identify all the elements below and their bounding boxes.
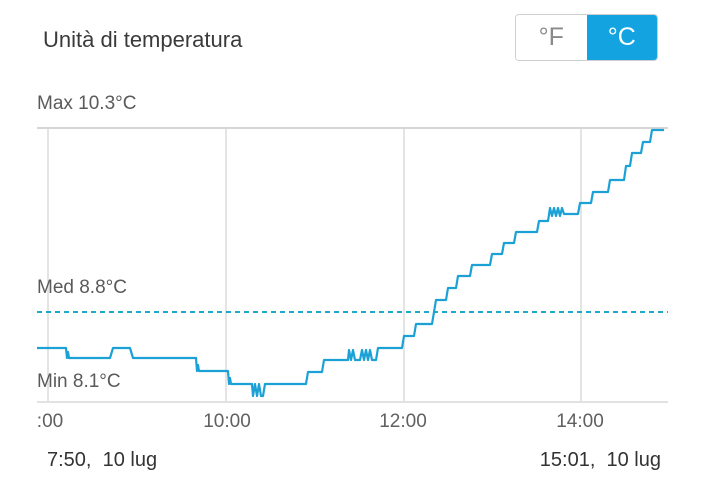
page-title: Unità di temperatura <box>43 27 243 52</box>
x-tick-12: 12:00 <box>379 411 427 432</box>
x-tick-14: 14:00 <box>556 411 604 432</box>
temperature-line <box>37 128 664 398</box>
fahrenheit-button[interactable]: °F <box>516 15 587 60</box>
max-label: Max 10.3°C <box>37 93 137 114</box>
grid-lines <box>47 128 582 402</box>
min-label: Min 8.1°C <box>37 371 121 392</box>
celsius-button[interactable]: °C <box>586 15 657 60</box>
range-end: 15:01, 10 lug <box>539 449 661 471</box>
x-tick-8: :00 <box>36 411 64 432</box>
temperature-unit-toggle[interactable]: °F °C <box>515 14 658 61</box>
median-label: Med 8.8°C <box>37 277 127 298</box>
x-tick-10: 10:00 <box>203 411 251 432</box>
range-start: 7:50, 10 lug <box>47 449 158 471</box>
